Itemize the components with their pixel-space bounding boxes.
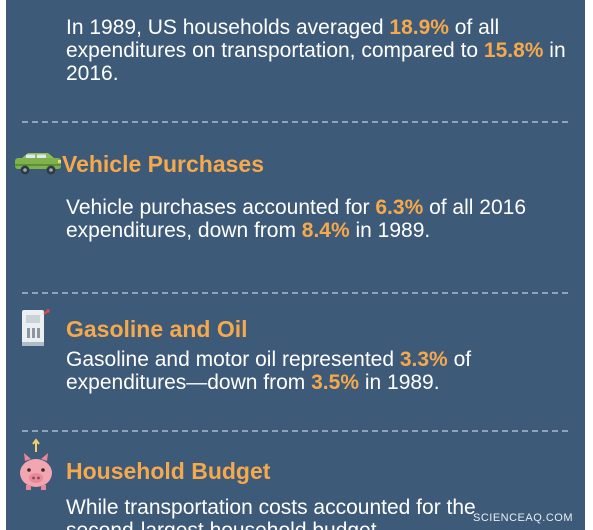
budget-paragraph: While transportation costs accounted for… (66, 496, 536, 530)
intro-value-1989: 18.9% (389, 16, 449, 39)
piggy-bank-icon (16, 438, 56, 497)
intro-value-2016: 15.8% (483, 39, 544, 62)
vehicle-paragraph: Vehicle purchases accounted for 6.3% of … (66, 196, 566, 242)
section-divider (22, 121, 568, 123)
watermark: SCIENCEAQ.COM (472, 512, 573, 524)
vehicle-value-2016: 6.3% (375, 196, 424, 219)
section-divider (22, 292, 568, 294)
gasoline-value-2016: 3.3% (399, 348, 448, 371)
car-icon (12, 152, 64, 183)
intro-text-1: In 1989, US households averaged (66, 16, 390, 39)
intro-paragraph: In 1989, US households averaged 18.9% of… (66, 16, 566, 85)
intro-text-3: in 2016. (66, 39, 566, 85)
budget-text-1: While transportation costs accounted for… (66, 496, 476, 530)
vehicle-purchases-heading: Vehicle Purchases (62, 151, 265, 177)
infographic-panel: In 1989, US households averaged 18.9% of… (6, 0, 585, 530)
vehicle-text-2: of all 2016 expenditures, down from (66, 196, 526, 242)
gas-pump-icon (20, 308, 50, 353)
gasoline-text-3: in 1989. (359, 371, 440, 394)
intro-text-2: of all expenditures on transportation, c… (66, 16, 500, 62)
vehicle-text-1: Vehicle purchases accounted for (66, 196, 376, 219)
gasoline-oil-heading: Gasoline and Oil (66, 316, 248, 342)
household-budget-heading: Household Budget (66, 458, 271, 484)
vehicle-text-3: in 1989. (349, 219, 431, 242)
section-divider (22, 430, 568, 432)
gasoline-text-2: of expenditures—down from (66, 348, 472, 394)
gasoline-paragraph: Gasoline and motor oil represented 3.3% … (66, 348, 566, 394)
gasoline-text-1: Gasoline and motor oil represented (66, 348, 400, 371)
vehicle-value-1989: 8.4% (301, 219, 350, 242)
gasoline-value-1989: 3.5% (311, 371, 359, 394)
